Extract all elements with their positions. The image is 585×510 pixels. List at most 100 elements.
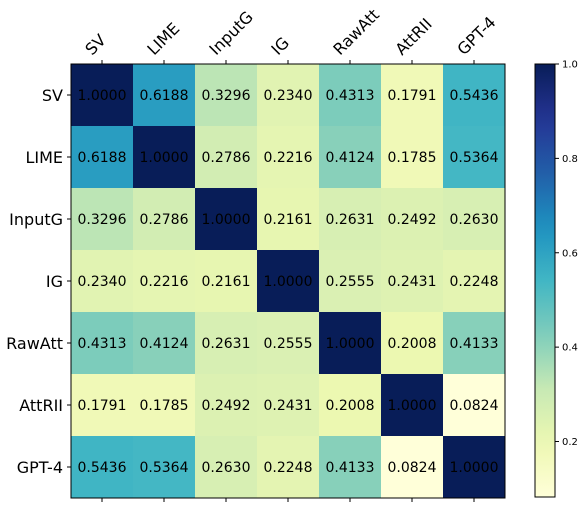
cell-value-label: 0.2555 — [264, 336, 313, 352]
heatmap-cell-0-6 — [443, 64, 506, 127]
heatmap-cell-0-4 — [319, 64, 382, 127]
cell-value-label: 0.2248 — [450, 274, 499, 290]
cell-value-label: 1.0000 — [388, 398, 437, 414]
y-tick-label: AttRII — [19, 396, 63, 415]
heatmap-cell-2-0 — [71, 188, 134, 251]
heatmap-cell-2-3 — [257, 188, 320, 251]
y-tick-label: InputG — [9, 210, 63, 229]
heatmap-cell-3-6 — [443, 250, 506, 313]
cell-value-label: 0.2431 — [264, 398, 313, 414]
cell-value-label: 0.6188 — [78, 150, 127, 166]
heatmap-cell-2-1 — [133, 188, 196, 251]
heatmap-cell-0-0 — [71, 64, 134, 127]
y-tick-label: GPT-4 — [17, 458, 63, 477]
cell-value-label: 0.6188 — [140, 88, 189, 104]
y-tick-label: IG — [46, 272, 63, 291]
colorbar-tick-label: 0.4 — [562, 343, 578, 354]
heatmap-cell-4-3 — [257, 312, 320, 375]
heatmap-cells — [71, 64, 506, 499]
colorbar: 0.2 0.4 0.6 0.8 1.0 — [534, 60, 578, 498]
heatmap-cell-3-0 — [71, 250, 134, 313]
heatmap-cell-6-4 — [319, 436, 382, 499]
cell-value-label: 0.2630 — [202, 460, 251, 476]
heatmap-cell-4-4 — [319, 312, 382, 375]
plot-frame — [70, 63, 506, 499]
cell-value-label: 1.0000 — [202, 212, 251, 228]
colorbar-tick-label: 1.0 — [562, 60, 578, 71]
heatmap-cell-2-5 — [381, 188, 444, 251]
cell-value-label: 0.5436 — [78, 460, 127, 476]
heatmap-cell-3-2 — [195, 250, 258, 313]
heatmap-cell-2-4 — [319, 188, 382, 251]
cell-value-label: 0.2161 — [264, 212, 313, 228]
colorbar-tick-label: 0.6 — [562, 248, 578, 259]
heatmap-cell-4-2 — [195, 312, 258, 375]
heatmap-cell-1-3 — [257, 126, 320, 189]
heatmap-cell-1-0 — [71, 126, 134, 189]
heatmap-cell-0-1 — [133, 64, 196, 127]
cell-value-label: 0.4124 — [140, 336, 189, 352]
cell-value-label: 0.1791 — [78, 398, 127, 414]
cell-value-label: 0.1785 — [388, 150, 437, 166]
heatmap-cell-1-2 — [195, 126, 258, 189]
cell-value-label: 0.2631 — [326, 212, 375, 228]
heatmap-cell-4-0 — [71, 312, 134, 375]
cell-value-label: 0.2161 — [202, 274, 251, 290]
heatmap-cell-5-4 — [319, 374, 382, 437]
y-tick-label: LIME — [25, 148, 63, 167]
heatmap-cell-1-4 — [319, 126, 382, 189]
heatmap-cell-6-3 — [257, 436, 320, 499]
x-tick-label: RawAtt — [329, 5, 383, 59]
heatmap-cell-6-2 — [195, 436, 258, 499]
colorbar-gradient — [534, 63, 556, 498]
cell-value-label: 0.2008 — [388, 336, 437, 352]
heatmap-cell-4-1 — [133, 312, 196, 375]
heatmap-cell-labels: 1.0000 0.6188 0.3296 0.2340 0.4313 0.1791 0.54… — [78, 88, 499, 476]
x-tick-label: SV — [81, 30, 109, 58]
x-axis-tick-labels: SV LIME InputG IG RawAtt AttRII GPT-4 — [81, 5, 499, 59]
cell-value-label: 0.2492 — [388, 212, 437, 228]
colorbar-tick-label: 0.8 — [562, 154, 578, 165]
cell-value-label: 0.4133 — [326, 460, 375, 476]
y-axis-tick-labels: SV LIME InputG IG RawAtt AttRII GPT-4 — [6, 86, 63, 477]
heatmap-cell-5-3 — [257, 374, 320, 437]
cell-value-label: 0.2340 — [264, 88, 313, 104]
cell-value-label: 0.1785 — [140, 398, 189, 414]
heatmap-cell-3-5 — [381, 250, 444, 313]
cell-value-label: 1.0000 — [450, 460, 499, 476]
heatmap-cell-1-6 — [443, 126, 506, 189]
x-tick-label: IG — [267, 33, 293, 59]
heatmap-cell-5-0 — [71, 374, 134, 437]
cell-value-label: 0.2216 — [140, 274, 189, 290]
colorbar-tick-label: 0.2 — [562, 437, 578, 448]
cell-value-label: 0.2555 — [326, 274, 375, 290]
heatmap-cell-4-6 — [443, 312, 506, 375]
heatmap-cell-3-1 — [133, 250, 196, 313]
heatmap-cell-5-6 — [443, 374, 506, 437]
heatmap-cell-0-5 — [381, 64, 444, 127]
heatmap-cell-5-5 — [381, 374, 444, 437]
cell-value-label: 0.2786 — [140, 212, 189, 228]
heatmap-cell-1-5 — [381, 126, 444, 189]
x-tick-label: InputG — [205, 7, 256, 58]
heatmap-cell-6-0 — [71, 436, 134, 499]
y-tick-label: RawAtt — [6, 334, 63, 353]
cell-value-label: 0.3296 — [202, 88, 251, 104]
cell-value-label: 0.2630 — [450, 212, 499, 228]
axis-ticks — [67, 60, 475, 502]
cell-value-label: 0.4124 — [326, 150, 375, 166]
cell-value-label: 1.0000 — [140, 150, 189, 166]
heatmap-cell-0-3 — [257, 64, 320, 127]
cell-value-label: 0.2492 — [202, 398, 251, 414]
heatmap-cell-0-2 — [195, 64, 258, 127]
heatmap-cell-1-1 — [133, 126, 196, 189]
cell-value-label: 0.5364 — [140, 460, 189, 476]
cell-value-label: 0.4313 — [78, 336, 127, 352]
heatmap-cell-6-6 — [443, 436, 506, 499]
cell-value-label: 0.0824 — [450, 398, 499, 414]
cell-value-label: 0.2216 — [264, 150, 313, 166]
cell-value-label: 0.2786 — [202, 150, 251, 166]
cell-value-label: 0.0824 — [388, 460, 437, 476]
cell-value-label: 0.3296 — [78, 212, 127, 228]
y-tick-label: SV — [42, 86, 63, 105]
